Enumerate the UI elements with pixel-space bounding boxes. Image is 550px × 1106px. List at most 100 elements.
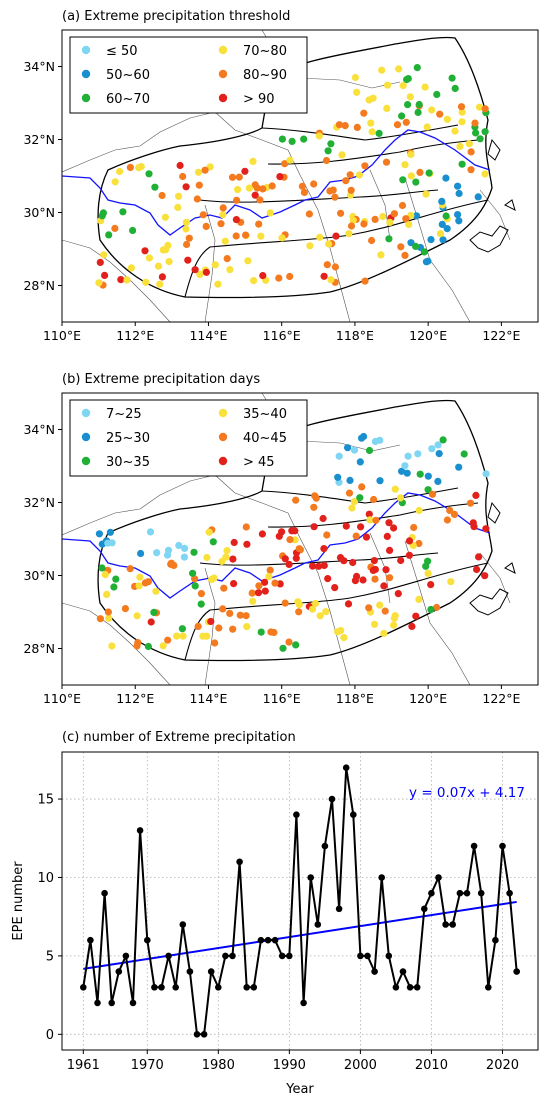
- data-point: [144, 936, 151, 944]
- data-point: [499, 842, 506, 850]
- station-point: [141, 247, 149, 255]
- x-tick-label: 1980: [202, 1058, 235, 1073]
- panel-a-legend: ≤ 50 70~80 50~60 80~90 60~70 > 90: [69, 36, 308, 114]
- station-point: [481, 105, 489, 113]
- station-point: [310, 523, 318, 531]
- station-point: [145, 170, 153, 178]
- station-point: [286, 536, 294, 544]
- station-point: [362, 533, 371, 541]
- x-tick-label: 116°E: [263, 328, 301, 343]
- station-point: [353, 123, 361, 131]
- data-point: [435, 874, 442, 881]
- station-point: [311, 599, 320, 608]
- station-point: [230, 580, 238, 588]
- station-point: [261, 587, 269, 595]
- station-point: [455, 217, 463, 225]
- station-point: [206, 163, 214, 171]
- station-point: [266, 209, 274, 217]
- station-point: [163, 551, 172, 559]
- panel-c-series: [80, 764, 520, 1038]
- station-point: [383, 104, 391, 112]
- station-point: [457, 103, 466, 111]
- station-point: [427, 236, 435, 244]
- station-point: [96, 615, 104, 623]
- station-point: [322, 156, 331, 165]
- station-point: [341, 122, 349, 130]
- y-tick-label: 34°N: [23, 422, 55, 437]
- station-point: [415, 595, 423, 604]
- x-tick-label: 118°E: [336, 691, 374, 706]
- station-point: [448, 74, 456, 82]
- station-point: [256, 196, 264, 204]
- data-point: [87, 936, 94, 944]
- legend-marker: [81, 45, 91, 55]
- data-point: [108, 999, 115, 1007]
- station-point: [219, 605, 227, 613]
- station-point: [342, 522, 350, 530]
- station-point: [310, 180, 318, 188]
- station-point: [324, 147, 332, 155]
- station-point: [305, 210, 313, 218]
- station-point: [403, 469, 411, 477]
- station-point: [360, 109, 368, 117]
- station-point: [386, 574, 394, 582]
- station-point: [153, 549, 161, 557]
- station-point: [367, 119, 375, 127]
- station-point: [471, 119, 479, 127]
- station-point: [382, 158, 391, 166]
- data-point: [215, 984, 222, 991]
- station-point: [342, 177, 350, 185]
- station-point: [443, 115, 451, 123]
- station-point: [357, 523, 365, 531]
- station-point: [412, 178, 420, 186]
- legend-marker: [218, 432, 228, 442]
- station-point: [286, 156, 294, 164]
- station-point: [255, 220, 263, 228]
- station-point: [98, 564, 106, 572]
- panel-a-threshold-map: (a) Extreme precipitation threshold: [23, 9, 539, 343]
- station-point: [267, 628, 275, 636]
- data-point: [485, 984, 492, 991]
- station-point: [476, 135, 484, 143]
- data-point: [371, 968, 378, 975]
- station-point: [126, 565, 134, 573]
- station-point: [207, 575, 216, 584]
- station-point: [353, 572, 361, 581]
- station-point: [266, 566, 274, 574]
- station-point: [358, 483, 366, 491]
- station-point: [281, 555, 289, 563]
- data-point: [207, 968, 215, 975]
- station-point: [455, 189, 463, 198]
- station-point: [428, 106, 436, 114]
- station-point: [104, 608, 112, 616]
- station-point: [377, 251, 385, 259]
- station-point: [481, 170, 489, 178]
- legend-marker: [81, 93, 91, 103]
- station-point: [194, 168, 203, 176]
- station-point: [472, 491, 480, 499]
- station-point: [223, 547, 231, 555]
- station-point: [271, 579, 279, 587]
- station-point: [421, 83, 429, 91]
- station-point: [276, 173, 284, 181]
- station-point: [335, 121, 343, 129]
- station-point: [292, 641, 300, 649]
- station-point: [320, 545, 328, 553]
- station-point: [202, 268, 210, 276]
- x-tick-label: 110°E: [43, 691, 81, 706]
- data-point: [399, 968, 407, 975]
- station-point: [473, 565, 481, 574]
- station-point: [268, 182, 276, 190]
- station-point: [427, 605, 435, 614]
- station-point: [391, 485, 399, 493]
- station-point: [380, 629, 388, 638]
- station-point: [316, 612, 324, 620]
- station-point: [202, 222, 210, 230]
- station-point: [146, 528, 155, 536]
- station-point: [226, 266, 234, 274]
- station-point: [455, 463, 463, 471]
- legend-marker: [81, 432, 91, 442]
- x-tick-label: 120°E: [409, 328, 447, 343]
- station-point: [408, 622, 416, 631]
- station-point: [451, 127, 459, 135]
